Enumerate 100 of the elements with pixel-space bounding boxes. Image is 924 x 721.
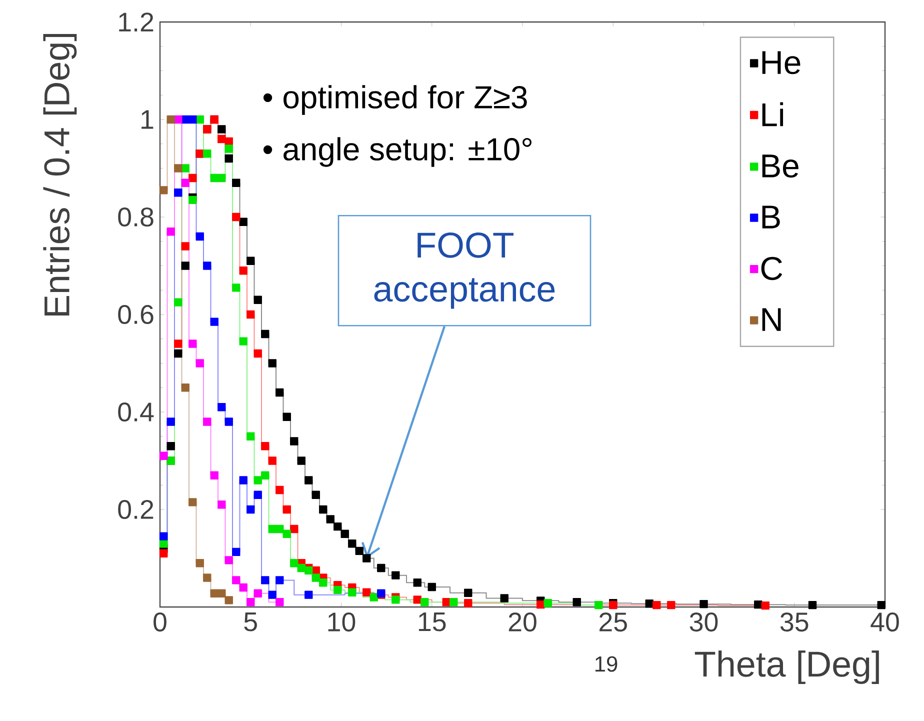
point <box>210 318 218 326</box>
point <box>218 125 226 134</box>
point <box>312 574 320 582</box>
point <box>544 599 552 608</box>
point <box>268 359 276 368</box>
x-tick-label: 40 <box>870 612 899 632</box>
point <box>160 186 168 194</box>
point <box>218 589 226 598</box>
point <box>304 476 313 484</box>
point <box>188 174 197 182</box>
point <box>290 559 298 568</box>
point <box>282 530 291 538</box>
point <box>536 600 545 609</box>
point <box>754 600 762 609</box>
point <box>160 532 168 540</box>
point <box>224 596 233 604</box>
point <box>166 418 175 426</box>
legend-label: He <box>762 51 800 74</box>
x-tick-label: 0 <box>154 612 166 632</box>
point <box>348 540 356 548</box>
point <box>232 212 240 222</box>
x-axis-title: Theta [Deg] <box>694 650 879 684</box>
point <box>362 554 371 562</box>
point <box>196 115 204 124</box>
point <box>166 442 175 450</box>
point <box>428 582 436 592</box>
point <box>304 590 313 599</box>
point <box>290 524 298 534</box>
point <box>174 349 182 358</box>
point <box>181 242 190 250</box>
point <box>761 601 770 610</box>
point <box>239 337 248 346</box>
point <box>188 340 197 348</box>
point <box>239 476 248 484</box>
point <box>377 564 386 572</box>
point <box>348 588 356 596</box>
point <box>181 384 190 392</box>
legend-label: C <box>761 256 782 280</box>
point <box>392 596 400 604</box>
point <box>246 598 255 606</box>
point <box>464 588 472 597</box>
x-tick-label: 5 <box>244 612 257 632</box>
point <box>420 598 429 606</box>
point <box>808 600 817 610</box>
point <box>334 586 342 594</box>
point <box>218 500 226 509</box>
point <box>181 164 190 172</box>
point <box>160 452 168 460</box>
point <box>224 418 233 426</box>
point <box>276 486 284 494</box>
annotation: • angle setup: ±10° <box>263 137 532 167</box>
point <box>239 266 248 275</box>
point <box>319 505 328 514</box>
point <box>652 600 661 610</box>
point <box>450 598 458 606</box>
point <box>297 456 306 465</box>
y-tick-label: 0.4 <box>118 402 154 422</box>
point <box>261 330 270 338</box>
point <box>188 115 197 124</box>
y-axis-title: Entries / 0.4 [Deg] <box>43 34 77 316</box>
point <box>282 505 291 514</box>
point <box>166 228 175 236</box>
point <box>667 600 676 610</box>
legend-label: B <box>762 206 780 228</box>
point <box>203 262 212 270</box>
legend-label: Li <box>762 102 784 126</box>
point <box>246 256 255 265</box>
point <box>188 196 197 204</box>
x-tick-label: 20 <box>508 612 536 632</box>
point <box>196 232 204 241</box>
point <box>246 505 255 514</box>
text: 19 <box>595 656 618 672</box>
y-tick-label: 1.2 <box>119 12 154 32</box>
point <box>254 589 262 598</box>
y-tick-label: 0.8 <box>118 207 154 227</box>
point <box>196 359 204 368</box>
point <box>282 412 291 421</box>
annotation: FOOT acceptance <box>374 232 555 309</box>
point <box>261 471 270 480</box>
point <box>246 310 255 319</box>
x-tick-label: 10 <box>328 612 356 632</box>
point <box>224 144 233 153</box>
point <box>188 498 197 506</box>
point <box>232 284 240 292</box>
point <box>261 442 270 450</box>
point <box>254 476 262 484</box>
point <box>464 599 472 608</box>
point <box>276 598 284 606</box>
point <box>370 593 378 602</box>
point <box>500 594 508 602</box>
point <box>232 178 240 187</box>
point <box>594 600 603 610</box>
point <box>196 559 204 568</box>
point <box>304 566 313 575</box>
point <box>392 571 400 580</box>
legend-label: Be <box>762 154 798 178</box>
point <box>203 574 212 582</box>
point <box>312 490 320 499</box>
point <box>181 262 190 270</box>
point <box>246 432 255 440</box>
